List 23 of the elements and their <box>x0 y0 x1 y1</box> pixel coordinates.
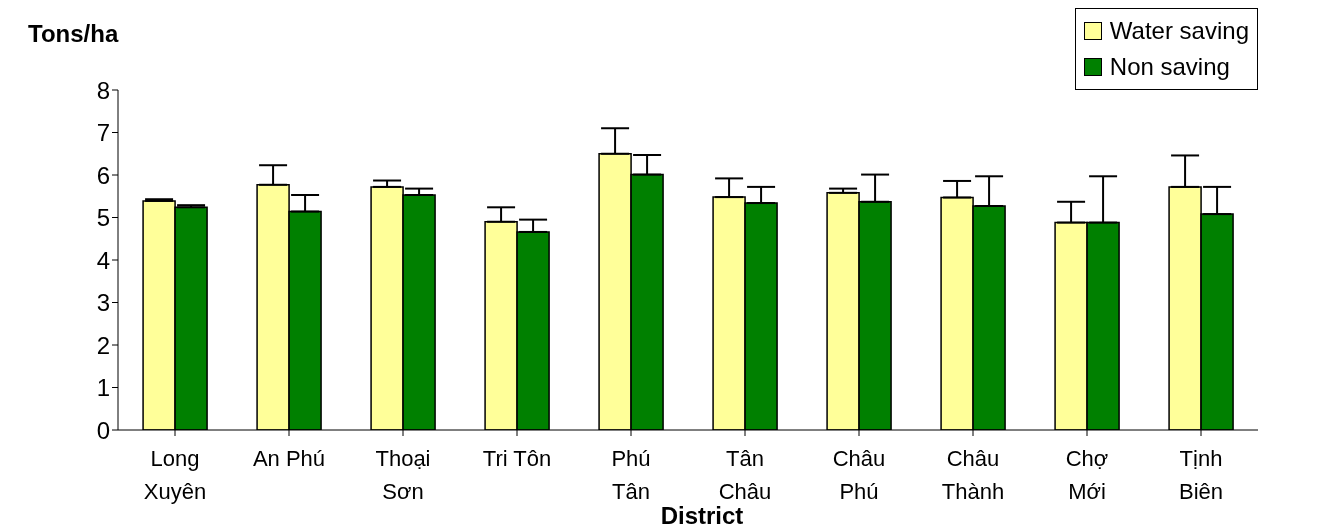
x-tick-label: Châu Phú <box>832 446 886 504</box>
y-tick-label: 6 <box>96 161 110 189</box>
legend-label: Non saving <box>1108 52 1231 82</box>
y-tick-label: 1 <box>96 374 110 402</box>
legend-label: Water saving <box>1108 16 1249 46</box>
x-tick-label: Châu Thành <box>941 446 1005 504</box>
x-tick-label: Long Xuyên <box>143 446 207 504</box>
x-tick-label: Chợ Mới <box>1065 446 1109 504</box>
x-tick-label: Thoại Sơn <box>375 446 431 504</box>
y-tick-label: 2 <box>96 331 110 359</box>
y-tick-label: 0 <box>96 416 110 444</box>
y-tick-label: 7 <box>96 119 110 147</box>
x-tick-label: Tịnh Biên <box>1178 446 1224 504</box>
x-axis-title: District <box>660 502 744 528</box>
y-tick-label: 4 <box>96 246 110 274</box>
x-tick-label: Phú Tân <box>611 446 651 504</box>
y-tick-label: 8 <box>96 76 110 104</box>
x-tick-label: An Phú <box>252 446 326 471</box>
x-tick-label: Tri Tôn <box>482 446 552 471</box>
x-tick-label: Tân Châu <box>718 446 772 504</box>
y-axis-title: Tons/ha <box>28 20 119 48</box>
y-tick-label: 3 <box>96 289 110 317</box>
y-tick-label: 5 <box>96 204 110 232</box>
